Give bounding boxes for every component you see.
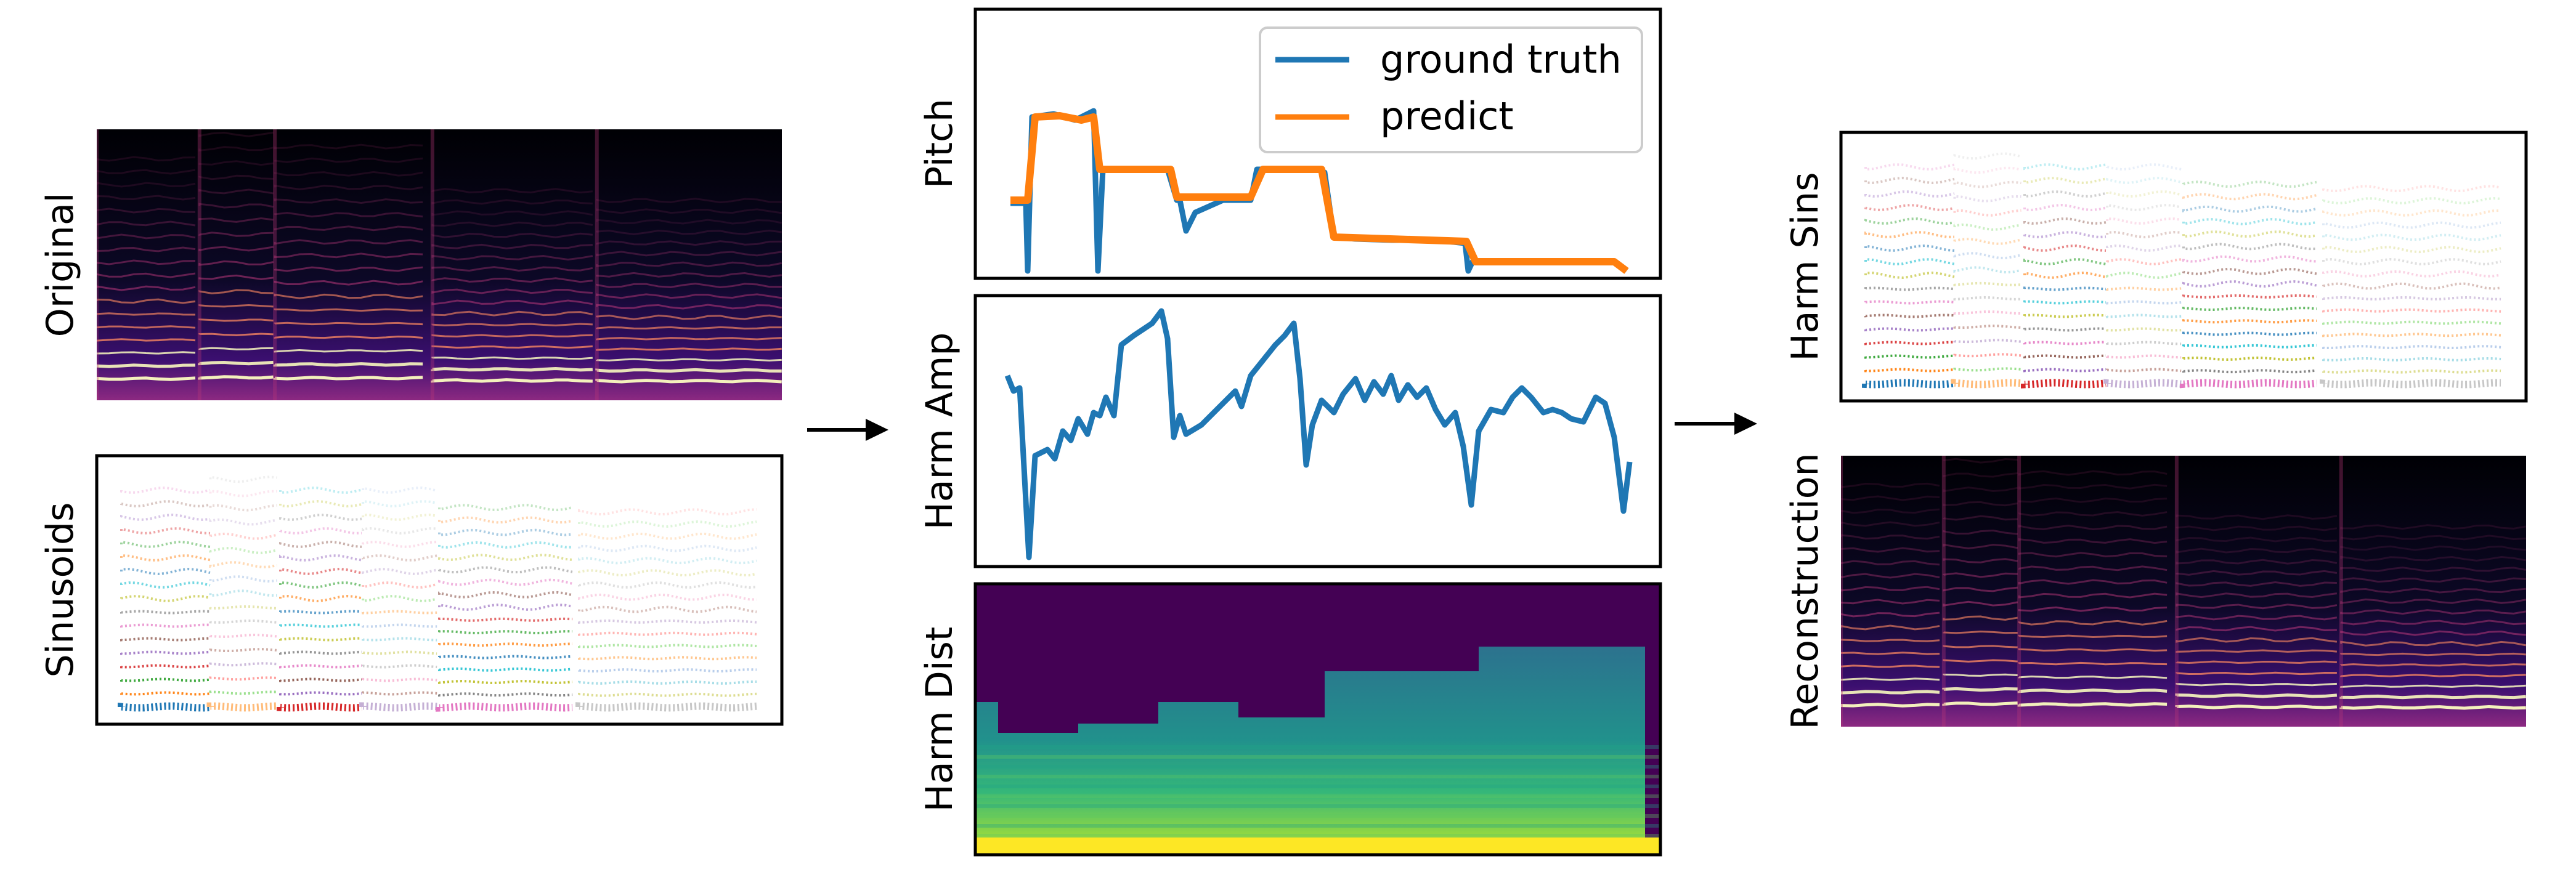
harm-amp-panel <box>973 294 1662 568</box>
harm-dist-heatmap <box>975 647 1645 855</box>
harm-amp-line <box>1004 308 1633 560</box>
original-spectrogram <box>97 129 782 400</box>
reconstruction-spectrogram <box>1841 456 2526 727</box>
legend-ground-truth-label: ground truth <box>1380 37 1622 82</box>
reconstruction-label: Reconstruction <box>1784 453 1827 730</box>
original-label: Original <box>39 192 82 337</box>
pitch-legend: ground truth predict <box>1259 26 1643 153</box>
harm-dist-panel <box>973 582 1662 857</box>
pitch-panel: ground truth predict <box>973 7 1662 280</box>
sinusoids-label: Sinusoids <box>39 502 82 678</box>
legend-predict-label: predict <box>1380 94 1514 139</box>
sinusoids-panel <box>95 454 784 726</box>
predict-line <box>1010 112 1629 274</box>
right-arrow-icon <box>1675 413 1757 435</box>
harm-amp-label: Harm Amp <box>918 332 961 530</box>
harm-dist-label: Harm Dist <box>918 626 961 812</box>
harm-sins-panel <box>1839 131 2528 403</box>
pitch-label: Pitch <box>918 98 961 189</box>
right-arrow-icon <box>807 419 888 441</box>
harm-sins-label: Harm Sins <box>1784 172 1827 361</box>
